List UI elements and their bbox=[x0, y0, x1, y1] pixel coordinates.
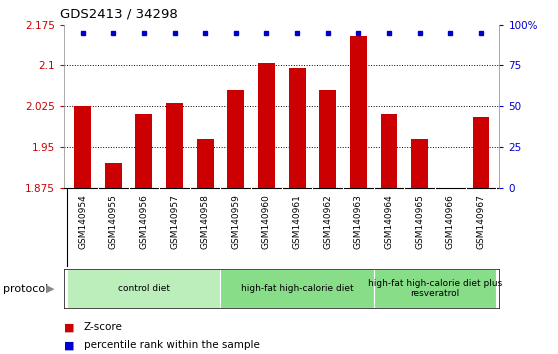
Text: ■: ■ bbox=[64, 340, 75, 350]
Text: GSM140962: GSM140962 bbox=[323, 194, 332, 249]
Text: GSM140956: GSM140956 bbox=[140, 194, 148, 249]
Text: percentile rank within the sample: percentile rank within the sample bbox=[84, 340, 259, 350]
Text: Z-score: Z-score bbox=[84, 322, 123, 332]
Text: GSM140963: GSM140963 bbox=[354, 194, 363, 249]
Text: GSM140957: GSM140957 bbox=[170, 194, 179, 249]
Bar bbox=[67, 269, 220, 308]
Bar bbox=[473, 117, 489, 188]
Bar bbox=[374, 269, 497, 308]
Text: GSM140964: GSM140964 bbox=[384, 194, 393, 249]
Text: ■: ■ bbox=[64, 322, 75, 332]
Bar bbox=[350, 36, 367, 188]
Text: GSM140965: GSM140965 bbox=[415, 194, 424, 249]
Text: GSM140955: GSM140955 bbox=[109, 194, 118, 249]
Bar bbox=[319, 90, 336, 188]
Bar bbox=[381, 114, 397, 188]
Text: ▶: ▶ bbox=[46, 284, 55, 293]
Bar bbox=[411, 139, 428, 188]
Text: GSM140966: GSM140966 bbox=[446, 194, 455, 249]
Text: control diet: control diet bbox=[118, 284, 170, 293]
Bar bbox=[74, 106, 91, 188]
Text: GSM140961: GSM140961 bbox=[292, 194, 302, 249]
Text: GSM140959: GSM140959 bbox=[232, 194, 240, 249]
Text: high-fat high-calorie diet: high-fat high-calorie diet bbox=[241, 284, 353, 293]
Bar bbox=[288, 68, 306, 188]
Bar bbox=[220, 269, 374, 308]
Bar bbox=[258, 63, 275, 188]
Bar bbox=[197, 139, 214, 188]
Text: GDS2413 / 34298: GDS2413 / 34298 bbox=[60, 8, 177, 21]
Text: protocol: protocol bbox=[3, 284, 48, 293]
Text: GSM140958: GSM140958 bbox=[201, 194, 210, 249]
Text: GSM140967: GSM140967 bbox=[477, 194, 485, 249]
Bar bbox=[228, 90, 244, 188]
Text: high-fat high-calorie diet plus
resveratrol: high-fat high-calorie diet plus resverat… bbox=[368, 279, 502, 298]
Bar bbox=[166, 103, 183, 188]
Text: GSM140954: GSM140954 bbox=[78, 194, 87, 249]
Bar bbox=[105, 163, 122, 188]
Text: GSM140960: GSM140960 bbox=[262, 194, 271, 249]
Bar bbox=[136, 114, 152, 188]
